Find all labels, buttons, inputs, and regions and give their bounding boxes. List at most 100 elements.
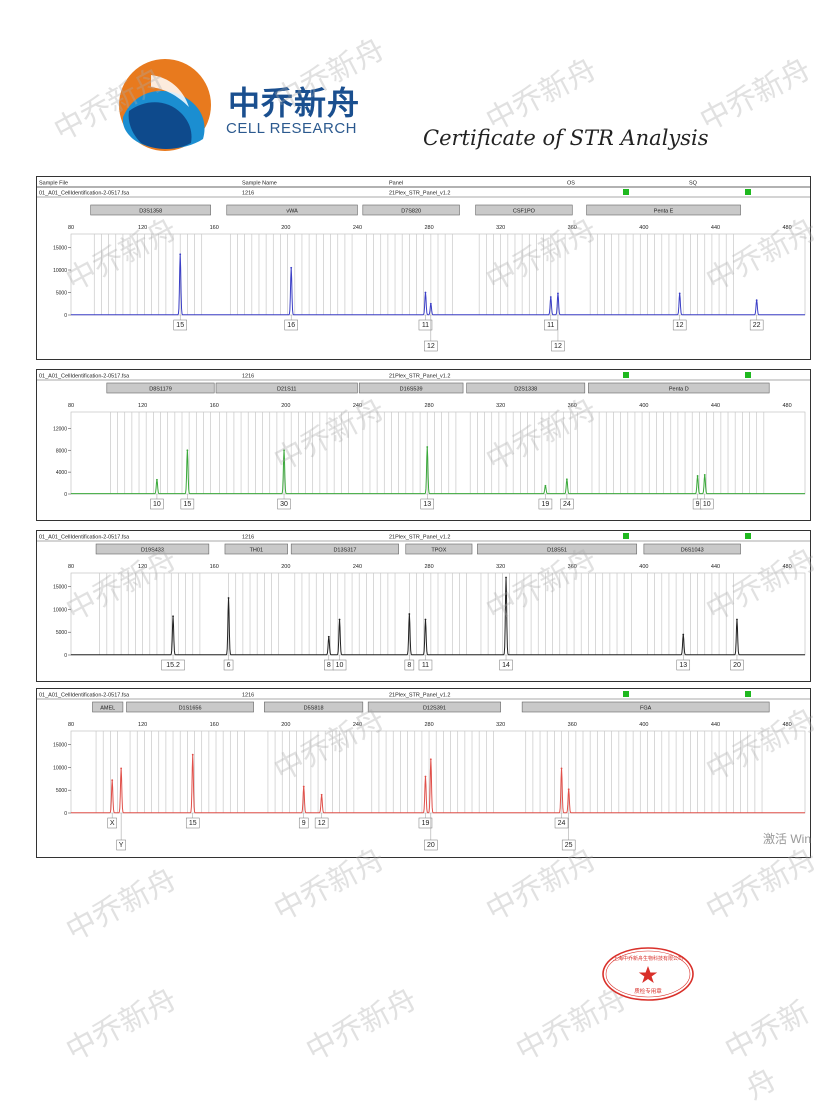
electropherogram-panel-black: 01_A01_CellIdentification-2-0517.fsa 1216… xyxy=(36,530,811,682)
x-tick-label: 280 xyxy=(424,403,433,409)
sample-file-value: 01_A01_CellIdentification-2-0517.fsa xyxy=(39,693,130,699)
panel-value: 21Plex_STR_Panel_v1.2 xyxy=(389,535,450,541)
watermark-text: 中乔新舟 xyxy=(60,981,183,1069)
locus-box xyxy=(405,543,473,555)
electropherogram-panel-red: 01_A01_CellIdentification-2-0517.fsa 1216… xyxy=(36,688,811,858)
locus-label: TH01 xyxy=(250,548,263,554)
locus-box xyxy=(466,382,586,394)
x-tick-label: 360 xyxy=(568,722,577,728)
locus-box xyxy=(126,701,254,713)
locus-label: D18S51 xyxy=(547,548,567,554)
locus-box xyxy=(586,204,741,216)
x-tick-label: 400 xyxy=(639,722,648,728)
panel-value: 21Plex_STR_Panel_v1.2 xyxy=(389,693,450,699)
peak-point xyxy=(327,635,330,638)
x-tick-label: 360 xyxy=(568,403,577,409)
allele-label: 25 xyxy=(565,842,573,849)
y-tick-label: 5000 xyxy=(56,788,67,794)
x-tick-label: 480 xyxy=(783,722,792,728)
x-tick-label: 120 xyxy=(138,403,147,409)
sq-status-indicator xyxy=(745,691,751,697)
x-tick-label: 320 xyxy=(496,564,505,570)
locus-label: FGA xyxy=(640,706,652,712)
x-tick-label: 320 xyxy=(496,225,505,231)
peak-point xyxy=(172,615,174,618)
allele-label: 8 xyxy=(327,662,331,669)
allele-label: 10 xyxy=(703,501,711,508)
company-seal-stamp: 上海中乔新舟生物科技有限公司 质检专用章 xyxy=(602,947,694,1001)
locus-label: D8S1179 xyxy=(149,387,172,393)
sample-file-value: 01_A01_CellIdentification-2-0517.fsa xyxy=(39,191,130,197)
company-logo-icon xyxy=(119,59,211,151)
locus-box xyxy=(92,701,124,713)
y-tick-label: 0 xyxy=(64,492,67,498)
peak-point xyxy=(302,785,305,788)
electropherogram-panel-blue: Sample File Sample Name Panel OS SQ 01_A01_Ce… xyxy=(36,176,811,360)
locus-box xyxy=(90,204,211,216)
x-tick-label: 280 xyxy=(424,225,433,231)
peak-point xyxy=(549,296,552,298)
x-tick-label: 480 xyxy=(783,403,792,409)
locus-box xyxy=(588,382,770,394)
allele-label-box xyxy=(418,659,433,671)
col-header-sample-file: Sample File xyxy=(39,181,68,187)
locus-box xyxy=(106,382,215,394)
allele-label: 12 xyxy=(554,343,562,350)
peak-point xyxy=(736,618,738,621)
x-tick-label: 160 xyxy=(210,564,219,570)
locus-box xyxy=(367,701,501,713)
locus-box xyxy=(224,543,288,555)
x-tick-label: 80 xyxy=(68,403,74,409)
x-tick-label: 80 xyxy=(68,722,74,728)
locus-box xyxy=(215,382,358,394)
allele-label: 14 xyxy=(502,662,510,669)
allele-label: 8 xyxy=(407,662,411,669)
locus-box xyxy=(643,543,741,555)
allele-label-box xyxy=(749,319,764,331)
x-tick-label: 200 xyxy=(281,225,290,231)
peak-point xyxy=(338,618,341,621)
allele-label-box xyxy=(277,498,291,510)
sample-name-value: 1216 xyxy=(242,191,254,197)
allele-label-box xyxy=(554,817,569,829)
y-tick-label: 15000 xyxy=(53,246,67,252)
logo-english-text: CELL RESEARCH xyxy=(226,120,357,137)
certificate-title: Certificate of STR Analysis xyxy=(423,126,709,150)
peak-point xyxy=(191,753,194,756)
locus-label: D19S433 xyxy=(141,548,164,554)
peak-point xyxy=(290,266,293,269)
allele-label: 12 xyxy=(318,820,326,827)
peak-point xyxy=(557,292,559,295)
x-tick-label: 400 xyxy=(639,225,648,231)
x-tick-label: 480 xyxy=(783,225,792,231)
locus-label: D21S11 xyxy=(277,387,296,393)
x-tick-label: 440 xyxy=(711,564,720,570)
x-tick-label: 360 xyxy=(568,564,577,570)
allele-label-box xyxy=(676,659,691,671)
allele-label: 22 xyxy=(753,322,761,329)
y-tick-label: 4000 xyxy=(56,470,67,476)
locus-label: Penta D xyxy=(669,387,689,393)
locus-box xyxy=(477,543,638,555)
x-tick-label: 280 xyxy=(424,722,433,728)
locus-label: AMEL xyxy=(100,706,115,712)
peak-point xyxy=(283,449,285,452)
y-tick-label: 10000 xyxy=(53,765,67,771)
peak-point xyxy=(111,779,114,782)
locus-box xyxy=(264,701,364,713)
peak-point xyxy=(179,253,182,256)
locus-label: D7S820 xyxy=(401,209,421,215)
watermark-text: 中乔新舟 xyxy=(719,994,816,1107)
allele-label: 20 xyxy=(427,842,435,849)
y-tick-label: 15000 xyxy=(53,585,67,591)
x-tick-label: 240 xyxy=(353,403,362,409)
allele-label-box xyxy=(404,659,415,671)
locus-label: Penta E xyxy=(654,209,674,215)
peak-point xyxy=(565,478,568,481)
x-tick-label: 240 xyxy=(353,722,362,728)
allele-label: 24 xyxy=(558,820,566,827)
y-tick-label: 5000 xyxy=(56,291,67,297)
locus-box xyxy=(362,204,460,216)
allele-label-box xyxy=(173,319,187,331)
activation-overlay-text: 激活 Win xyxy=(763,832,812,846)
